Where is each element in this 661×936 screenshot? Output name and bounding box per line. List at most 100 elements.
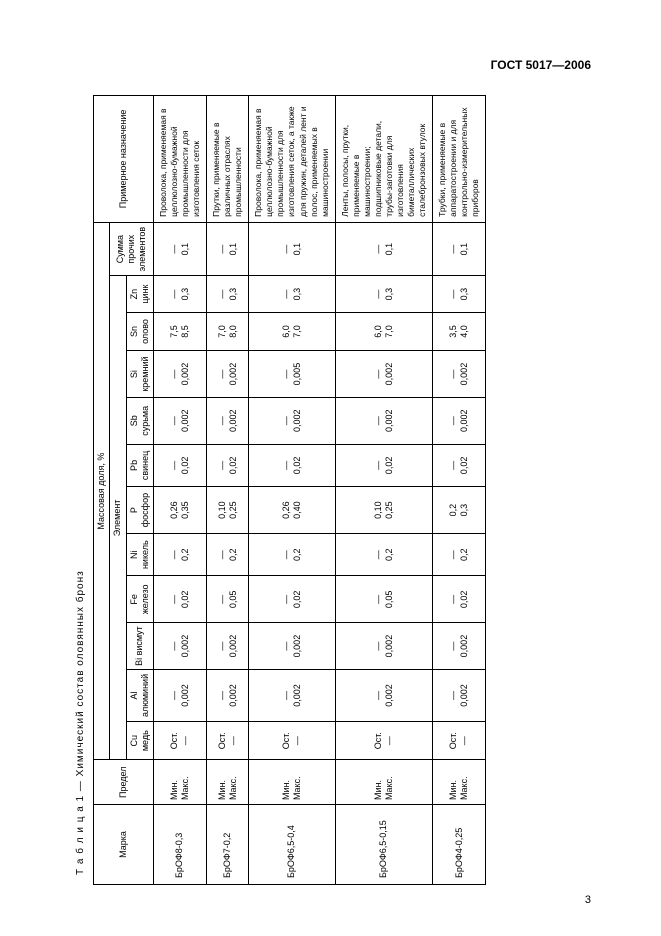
cell-fe: —0,05 — [335, 576, 432, 623]
table-row: БрОФ7-0,2Мин.Макс.Ост.——0,002—0,002—0,05… — [207, 96, 249, 885]
col-cu: Cu медь — [126, 721, 154, 759]
cell-al: —0,002 — [207, 669, 249, 721]
col-application: Примерное назначение — [94, 96, 154, 223]
cell-fe: —0,05 — [207, 576, 249, 623]
cell-p: 0,260,40 — [249, 487, 335, 534]
cell-zn: —0,3 — [207, 276, 249, 312]
col-si: Si кремний — [126, 351, 154, 398]
col-sb: Sb сурьма — [126, 397, 154, 444]
cell-cu: Ост.— — [154, 721, 207, 759]
cell-bi: —0,002 — [207, 623, 249, 670]
cell-bi: —0,002 — [154, 623, 207, 670]
col-mass-fraction: Массовая доля, % — [94, 222, 110, 760]
cell-si: —0,002 — [433, 351, 486, 398]
cell-sn: 3,54,0 — [433, 312, 486, 350]
cell-fe: —0,02 — [433, 576, 486, 623]
table-row: БрОФ6,5-0,4Мин.Макс.Ост.——0,002—0,002—0,… — [249, 96, 335, 885]
col-al: Al алюминий — [126, 669, 154, 721]
table-row: БрОФ4-0,25Мин.Макс.Ост.——0,002—0,002—0,0… — [433, 96, 486, 885]
cell-grade: БрОФ7-0,2 — [207, 805, 249, 885]
page-number: 3 — [585, 894, 591, 906]
cell-al: —0,002 — [249, 669, 335, 721]
cell-p: 0,100,25 — [335, 487, 432, 534]
cell-si: —0,002 — [335, 351, 432, 398]
cell-ni: —0,2 — [207, 533, 249, 576]
cell-sn: 6,07,0 — [249, 312, 335, 350]
cell-sn: 6,07,0 — [335, 312, 432, 350]
cell-sb: —0,002 — [207, 397, 249, 444]
cell-sum: —0,1 — [207, 222, 249, 276]
cell-al: —0,002 — [433, 669, 486, 721]
cell-limit: Мин.Макс. — [433, 760, 486, 805]
table-row: БрОФ6,5-0,15Мин.Макс.Ост.——0,002—0,002—0… — [335, 96, 432, 885]
col-fe: Fe железо — [126, 576, 154, 623]
cell-bi: —0,002 — [335, 623, 432, 670]
cell-cu: Ост.— — [433, 721, 486, 759]
cell-si: —0,005 — [249, 351, 335, 398]
cell-ni: —0,2 — [335, 533, 432, 576]
cell-sum: —0,1 — [249, 222, 335, 276]
cell-sb: —0,002 — [154, 397, 207, 444]
cell-description: Прутки, применяемые в различных отраслях… — [207, 96, 249, 223]
col-sn: Sn олово — [126, 312, 154, 350]
col-bi: Bi висмут — [126, 623, 154, 670]
cell-description: Проволока, применяемая в целлюлозно-бума… — [249, 96, 335, 223]
cell-sum: —0,1 — [154, 222, 207, 276]
cell-zn: —0,3 — [433, 276, 486, 312]
table-row: БрОФ8-0,3Мин.Макс.Ост.——0,002—0,002—0,02… — [154, 96, 207, 885]
cell-limit: Мин.Макс. — [154, 760, 207, 805]
cell-limit: Мин.Макс. — [249, 760, 335, 805]
table-caption: Т а б л и ц а 1 — Химический состав олов… — [75, 95, 86, 875]
cell-ni: —0,2 — [433, 533, 486, 576]
col-grade: Марка — [94, 805, 154, 885]
cell-grade: БрОФ6,5-0,15 — [335, 805, 432, 885]
cell-description: Трубки, применяемые в аппаратостроении и… — [433, 96, 486, 223]
cell-sum: —0,1 — [433, 222, 486, 276]
cell-pb: —0,02 — [433, 444, 486, 487]
cell-fe: —0,02 — [154, 576, 207, 623]
table-head: Марка Предел Массовая доля, % Примерное … — [94, 96, 154, 885]
cell-pb: —0,02 — [335, 444, 432, 487]
cell-sn: 7,08,0 — [207, 312, 249, 350]
cell-sn: 7,58,5 — [154, 312, 207, 350]
cell-zn: —0,3 — [335, 276, 432, 312]
cell-sum: —0,1 — [335, 222, 432, 276]
cell-p: 0,100,25 — [207, 487, 249, 534]
cell-sb: —0,002 — [249, 397, 335, 444]
cell-ni: —0,2 — [249, 533, 335, 576]
cell-fe: —0,02 — [249, 576, 335, 623]
col-element: Элемент — [110, 276, 126, 760]
document-id: ГОСТ 5017—2006 — [491, 58, 591, 72]
cell-zn: —0,3 — [249, 276, 335, 312]
cell-pb: —0,02 — [154, 444, 207, 487]
cell-sb: —0,002 — [433, 397, 486, 444]
composition-table: Марка Предел Массовая доля, % Примерное … — [93, 95, 486, 885]
cell-al: —0,002 — [154, 669, 207, 721]
cell-grade: БрОФ4-0,25 — [433, 805, 486, 885]
col-limit: Предел — [94, 760, 154, 805]
cell-zn: —0,3 — [154, 276, 207, 312]
table-wrapper: Т а б л и ц а 1 — Химический состав олов… — [65, 95, 595, 885]
cell-p: 0,260,35 — [154, 487, 207, 534]
cell-pb: —0,02 — [207, 444, 249, 487]
cell-cu: Ост.— — [207, 721, 249, 759]
cell-ni: —0,2 — [154, 533, 207, 576]
cell-cu: Ост.— — [249, 721, 335, 759]
col-sum-other: Сумма прочих элементов — [110, 222, 154, 276]
cell-pb: —0,02 — [249, 444, 335, 487]
cell-al: —0,002 — [335, 669, 432, 721]
cell-bi: —0,002 — [249, 623, 335, 670]
col-p: P фосфор — [126, 487, 154, 534]
cell-bi: —0,002 — [433, 623, 486, 670]
col-zn: Zn цинк — [126, 276, 154, 312]
cell-sb: —0,002 — [335, 397, 432, 444]
col-pb: Pb свинец — [126, 444, 154, 487]
cell-grade: БрОФ8-0,3 — [154, 805, 207, 885]
table-body: БрОФ8-0,3Мин.Макс.Ост.——0,002—0,002—0,02… — [154, 96, 486, 885]
cell-si: —0,002 — [207, 351, 249, 398]
cell-p: 0,20,3 — [433, 487, 486, 534]
cell-limit: Мин.Макс. — [335, 760, 432, 805]
cell-limit: Мин.Макс. — [207, 760, 249, 805]
cell-grade: БрОФ6,5-0,4 — [249, 805, 335, 885]
cell-cu: Ост.— — [335, 721, 432, 759]
